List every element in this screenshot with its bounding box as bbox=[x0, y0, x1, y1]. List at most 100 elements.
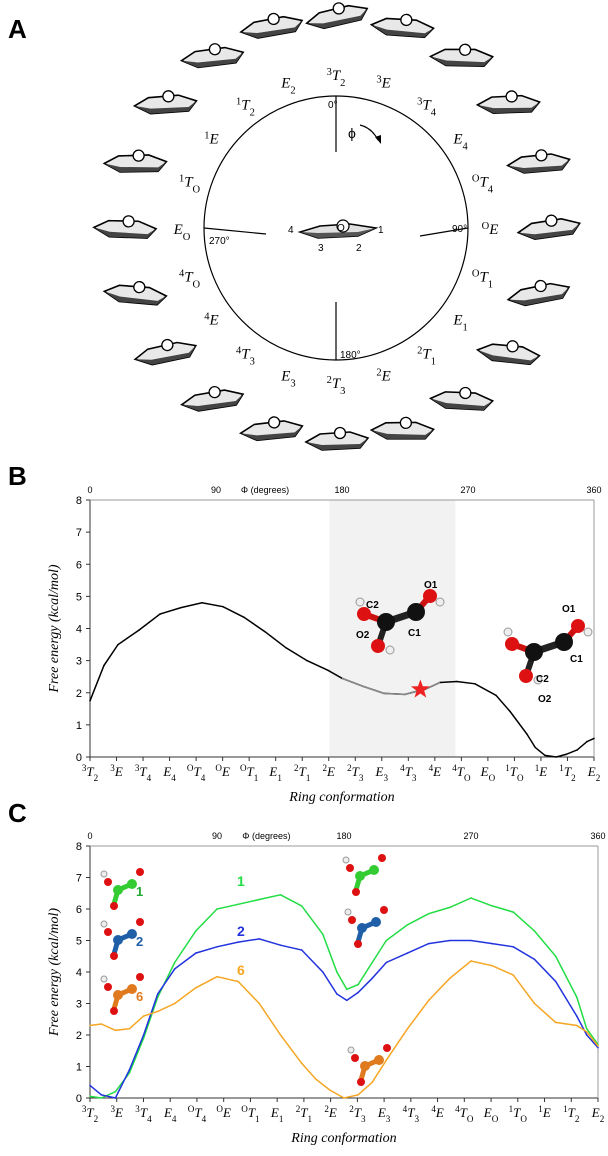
data-point bbox=[554, 980, 557, 983]
series-line-2 bbox=[89, 938, 599, 1099]
x-tick-label-4: OT4 bbox=[188, 1104, 207, 1124]
top-tick-label: 90 bbox=[212, 831, 222, 841]
ring-conformation-icon-11 bbox=[238, 416, 304, 442]
data-point bbox=[346, 999, 348, 1002]
series-label-1: 1 bbox=[237, 873, 245, 889]
center-atom-1: 1 bbox=[378, 225, 384, 236]
data-point bbox=[322, 933, 324, 935]
x-tick-label-18: 1T2 bbox=[563, 1104, 580, 1124]
data-point bbox=[138, 629, 140, 631]
thumb-label: 2 bbox=[136, 934, 143, 949]
data-point bbox=[554, 1021, 557, 1024]
top-tick-label: 0 bbox=[87, 831, 92, 841]
data-point bbox=[554, 955, 557, 958]
x-tick-label-14: 4TO bbox=[452, 763, 471, 783]
x-tick-label-4: OT4 bbox=[187, 763, 206, 783]
data-point bbox=[114, 1029, 117, 1032]
wheel-label-8: 2T1 bbox=[417, 345, 436, 367]
y-tick-label: 0 bbox=[76, 752, 82, 764]
x-tick-label-0: 3T2 bbox=[82, 763, 99, 783]
data-point bbox=[576, 749, 578, 751]
data-point bbox=[300, 905, 303, 907]
data-point bbox=[585, 1034, 588, 1036]
top-tick-label: 0 bbox=[87, 485, 92, 495]
data-point bbox=[117, 643, 119, 646]
x-tick-label-2: 3T4 bbox=[135, 763, 152, 783]
tick-270 bbox=[203, 227, 267, 235]
data-point bbox=[456, 680, 458, 683]
x-tick-label-5: OE bbox=[215, 763, 230, 779]
data-point bbox=[470, 897, 472, 899]
data-point bbox=[534, 746, 536, 749]
data-point bbox=[406, 1027, 409, 1030]
y-tick-label: 7 bbox=[76, 873, 82, 885]
data-point bbox=[237, 941, 239, 943]
data-point bbox=[314, 1078, 317, 1080]
x-tick-label-7: E1 bbox=[270, 1105, 284, 1124]
wheel-label-14: 4TO bbox=[179, 268, 201, 290]
data-point bbox=[142, 1034, 145, 1036]
atom-label-o2: O2 bbox=[538, 694, 552, 705]
ring-conformation-icon-13 bbox=[133, 338, 198, 366]
data-point bbox=[258, 938, 261, 940]
data-point bbox=[495, 694, 497, 697]
wheel-label-7: E1 bbox=[452, 313, 467, 334]
data-point bbox=[216, 975, 218, 978]
thumb-label: 1 bbox=[136, 884, 143, 899]
data-point bbox=[180, 606, 182, 609]
wheel-label-12: 4T3 bbox=[236, 345, 255, 367]
data-point bbox=[509, 710, 511, 713]
wheel-label-13: 4E bbox=[204, 311, 218, 329]
conformation-wheel: 0° 90° 180° 270° ϕ O 4 3 2 1 3T2 3E3T4E4O… bbox=[92, 2, 582, 451]
atom-label-c2: C2 bbox=[536, 674, 549, 685]
wheel-label-1: 3E bbox=[376, 74, 390, 92]
data-point bbox=[371, 977, 374, 980]
x-axis-label: Ring conformation bbox=[290, 1131, 396, 1146]
data-point bbox=[512, 946, 515, 948]
data-point bbox=[89, 699, 91, 702]
data-point bbox=[346, 988, 348, 991]
series-line-1 bbox=[89, 894, 599, 1099]
top-tick-label: 180 bbox=[334, 485, 349, 495]
data-point bbox=[336, 971, 338, 973]
series-line-highlight bbox=[341, 677, 441, 696]
wheel-label-4: OT4 bbox=[472, 173, 494, 195]
x-tick-label-1: 3E bbox=[110, 1104, 123, 1120]
data-point bbox=[173, 961, 176, 964]
ring-conformation-icon-4 bbox=[506, 149, 571, 174]
data-point bbox=[406, 952, 409, 954]
wheel-label-3: E4 bbox=[452, 131, 468, 152]
x-tick-label-14: 4TO bbox=[455, 1104, 474, 1124]
data-point bbox=[357, 983, 359, 986]
data-point bbox=[544, 754, 546, 757]
data-point bbox=[371, 1081, 374, 1084]
phi-arrow-head bbox=[375, 135, 381, 144]
data-point bbox=[491, 964, 493, 967]
data-point bbox=[449, 906, 451, 909]
ring-conformation-icon-16 bbox=[102, 149, 168, 173]
y-tick-label: 3 bbox=[76, 656, 82, 668]
y-tick-label: 0 bbox=[76, 1093, 82, 1105]
wheel-label-16: 1TO bbox=[179, 173, 201, 195]
x-tick-label-6: OT1 bbox=[240, 763, 258, 783]
wheel-label-10: 2T3 bbox=[327, 375, 346, 397]
angle-180-label: 180° bbox=[340, 350, 361, 361]
data-point bbox=[100, 1023, 103, 1025]
data-point bbox=[533, 1002, 536, 1005]
ring-conformation-icon-17 bbox=[132, 90, 198, 115]
data-point bbox=[89, 1084, 91, 1087]
data-point bbox=[195, 986, 197, 989]
x-tick-label-10: 2T3 bbox=[349, 1104, 366, 1124]
molecule-thumb-2b bbox=[344, 906, 388, 948]
center-ring-oxygen: O bbox=[337, 223, 345, 234]
panel-label-b: B bbox=[8, 461, 27, 491]
wheel-label-19: E2 bbox=[280, 76, 295, 97]
data-point bbox=[427, 912, 430, 915]
wheel-label-18: 1T2 bbox=[236, 96, 255, 118]
y-tick-label: 4 bbox=[76, 967, 82, 979]
data-point bbox=[300, 1062, 303, 1065]
x-tick-label-9: 2E bbox=[324, 1104, 337, 1120]
data-point bbox=[406, 923, 409, 926]
